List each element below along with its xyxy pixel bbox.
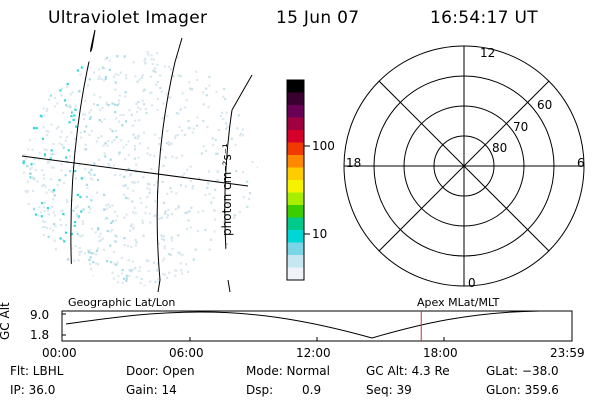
uv-image-disk (22, 51, 258, 286)
geographic-title: Geographic Lat/Lon (68, 296, 176, 309)
mlt-label-0: 0 (468, 276, 476, 290)
status-mode: Mode: Normal (246, 364, 330, 378)
apex-title: Apex MLat/MLT (417, 296, 500, 309)
time-tick-1800: 18:00 (423, 346, 458, 360)
alt-tick-1-8: 1.8 (30, 328, 50, 342)
altitude-ticks (62, 313, 445, 341)
colorbar-unit-label: photon cm⁻²s⁻¹ (220, 143, 234, 236)
time-tick-0600: 06:00 (169, 346, 204, 360)
colorbar-segment (287, 155, 304, 168)
time-tick-1200: 12:00 (296, 346, 331, 360)
altitude-curve (65, 310, 570, 339)
colorbar-segment (287, 142, 304, 156)
colorbar-segment (287, 217, 304, 231)
date-label: 15 Jun 07 (276, 8, 360, 28)
colorbar-segment (287, 267, 304, 281)
time-tick-2359: 23:59 (550, 346, 585, 360)
status-door: Door: Open (126, 364, 195, 378)
colorbar-segment (287, 130, 304, 143)
time-tick-0000: 00:00 (42, 346, 77, 360)
colorbar-ticks (304, 145, 310, 235)
alt-axis-label: GC Alt (0, 302, 12, 340)
colorbar-segment (287, 92, 304, 106)
status-seq: Seq: 39 (366, 383, 412, 397)
instrument-title: Ultraviolet Imager (48, 8, 208, 28)
status-dsp-label: Dsp: (246, 383, 274, 397)
lat-label-80: 80 (492, 141, 508, 155)
colorbar-segment (287, 242, 304, 256)
colorbar-segment (287, 80, 304, 93)
colorbar-frame (286, 79, 305, 281)
colorbar-segment (287, 255, 304, 268)
status-gc-alt: GC Alt: 4.3 Re (366, 364, 450, 378)
status-dsp-value: 0.9 (302, 383, 322, 397)
colorbar-segment (287, 105, 304, 118)
mlt-label-18: 18 (346, 156, 362, 170)
lat-label-60: 60 (537, 98, 553, 112)
colorbar-tick-100: 100 (312, 139, 335, 153)
status-glon: GLon: 359.6 (486, 383, 559, 397)
alt-tick-9: 9.0 (30, 308, 50, 322)
colorbar-segment (287, 205, 304, 218)
colorbar-segment (287, 230, 304, 243)
colorbar-tick-10: 10 (312, 227, 328, 241)
colorbar-segment (287, 192, 304, 206)
colorbar-segment (287, 167, 304, 181)
altitude-frame (61, 310, 573, 342)
status-ip: IP: 36.0 (10, 383, 56, 397)
mlt-label-12: 12 (480, 46, 496, 60)
polar-plot (343, 45, 585, 287)
mlt-label-6: 6 (577, 156, 585, 170)
grid-extensions (21, 29, 253, 293)
time-label: 16:54:17 UT (430, 8, 538, 28)
colorbar-segment (287, 180, 304, 193)
status-glat: GLat: −38.0 (486, 364, 559, 378)
colorbar (287, 80, 304, 281)
status-gain: Gain: 14 (126, 383, 177, 397)
status-flt: Flt: LBHL (10, 364, 64, 378)
lat-label-70: 70 (513, 120, 529, 134)
colorbar-segment (287, 117, 304, 131)
